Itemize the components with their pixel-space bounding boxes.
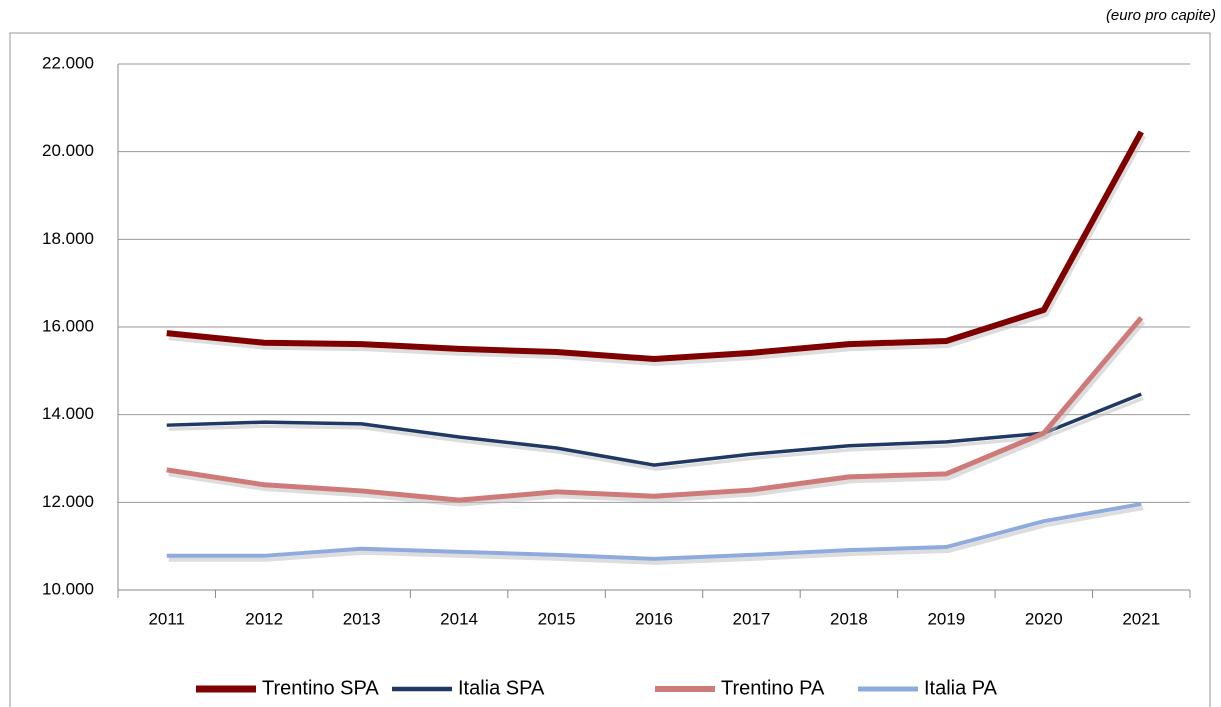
x-tick-label: 2021 <box>1122 609 1160 628</box>
x-tick-label: 2019 <box>927 609 965 628</box>
legend-label: Italia PA <box>924 677 998 699</box>
x-tick-label: 2017 <box>733 609 771 628</box>
line-shadow <box>168 506 1144 565</box>
y-tick-label: 12.000 <box>42 492 94 511</box>
series-line <box>166 316 1144 503</box>
y-tick-label: 14.000 <box>42 404 94 423</box>
x-tick-label: 2020 <box>1025 609 1063 628</box>
legend-label: Trentino SPA <box>262 677 379 699</box>
y-tick-label: 10.000 <box>42 579 94 598</box>
x-tick-label: 2015 <box>538 609 576 628</box>
x-tick-label: 2016 <box>635 609 673 628</box>
y-tick-label: 16.000 <box>42 316 94 335</box>
line-shadow <box>168 396 1144 471</box>
legend-label: Italia SPA <box>458 677 545 699</box>
legend-label: Trentino PA <box>721 677 825 699</box>
x-tick-label: 2014 <box>440 609 478 628</box>
series-line <box>166 130 1144 362</box>
x-tick-label: 2012 <box>245 609 283 628</box>
y-tick-label: 22.000 <box>42 53 94 72</box>
series-line <box>166 502 1142 561</box>
x-tick-label: 2013 <box>343 609 381 628</box>
x-tick-label: 2011 <box>148 609 185 628</box>
chart-subtitle: (euro pro capite) <box>1106 7 1216 24</box>
y-tick-label: 18.000 <box>42 229 94 248</box>
x-tick-label: 2018 <box>830 609 868 628</box>
line-shadow <box>168 320 1146 507</box>
y-tick-label: 20.000 <box>42 141 94 160</box>
chart-frame <box>9 32 1211 707</box>
series-line <box>166 392 1142 467</box>
line-shadow <box>168 134 1146 367</box>
